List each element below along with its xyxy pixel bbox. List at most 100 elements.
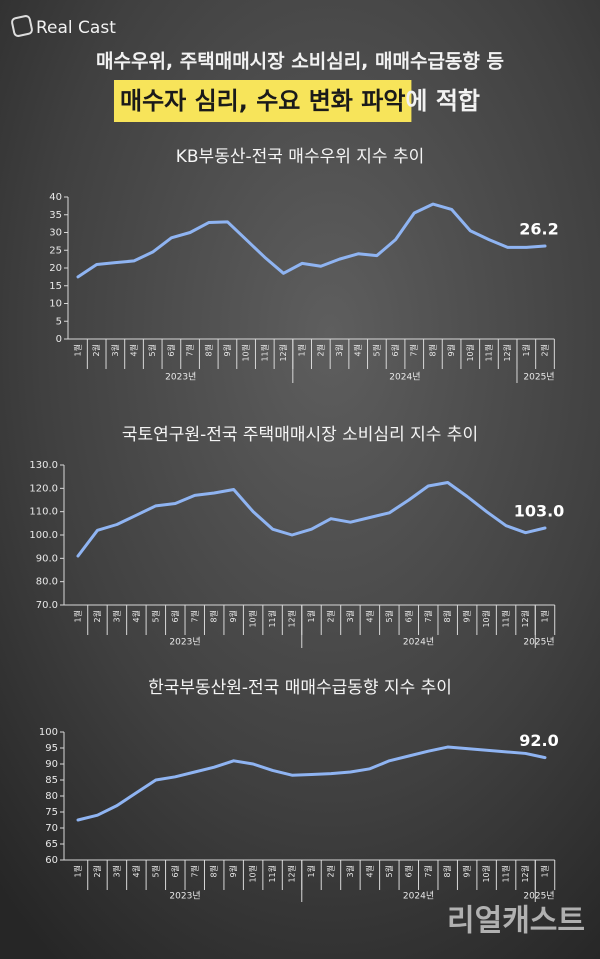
y-tick-label: 5 <box>56 316 62 327</box>
y-tick-label: 90.0 <box>36 553 58 564</box>
chart: 국토연구원-전국 주택매매시장 소비심리 지수 추이 70.0 80.0 90.0 10… <box>29 425 564 648</box>
x-tick-label: 9월 <box>462 610 472 622</box>
x-tick-label: 2월 <box>325 610 335 622</box>
x-tick-label: 2월 <box>91 344 101 356</box>
highlight-text: 매수자 심리, 수요 변화 파악 <box>120 87 405 115</box>
x-tick-label: 2월 <box>315 344 325 356</box>
logo-text: Real Cast <box>36 18 116 38</box>
y-tick-label: 20 <box>49 263 62 274</box>
x-tick-label: 4월 <box>353 344 363 356</box>
year-label: 2023년 <box>165 372 196 383</box>
year-label: 2025년 <box>523 891 554 902</box>
y-tick-label: 80 <box>45 791 58 802</box>
watermark: 리얼캐스트 <box>447 904 585 939</box>
x-tick-label: 6월 <box>170 865 180 877</box>
y-tick-label: 0 <box>56 334 62 345</box>
year-label: 2024년 <box>403 891 434 902</box>
x-tick-label: 4월 <box>364 865 374 877</box>
logo-icon <box>11 15 33 37</box>
x-tick-label: 8월 <box>442 610 452 622</box>
x-tick-label: 11월 <box>483 344 493 362</box>
y-tick-label: 110.0 <box>29 507 58 518</box>
x-tick-label: 9월 <box>446 344 456 356</box>
y-tick-label: 35 <box>49 210 62 221</box>
chart-title: 한국부동산원-전국 매매수급동향 지수 추이 <box>148 678 452 698</box>
y-tick-label: 95 <box>45 743 58 754</box>
y-tick-label: 30 <box>49 228 62 239</box>
x-tick-label: 12월 <box>520 610 530 628</box>
x-tick-label: 5월 <box>371 344 381 356</box>
highlight-title: 매수자 심리, 수요 변화 파악에 적합 <box>120 87 480 115</box>
x-tick-label: 10월 <box>241 344 251 362</box>
chart: KB부동산-전국 매수우위 지수 추이 0 5 10 15 20 25 30 35 40 1월 2월 3… <box>49 147 559 383</box>
x-tick-label: 7월 <box>423 610 433 622</box>
x-tick-label: 8월 <box>209 865 219 877</box>
x-tick-label: 10월 <box>248 610 258 628</box>
x-tick-label: 5월 <box>384 610 394 622</box>
year-label: 2023년 <box>169 891 200 902</box>
highlight-box <box>113 80 412 122</box>
x-tick-label: 3월 <box>345 865 355 877</box>
data-label: 92.0 <box>519 731 558 750</box>
x-tick-label: 6월 <box>390 344 400 356</box>
x-tick-label: 3월 <box>111 610 121 622</box>
x-tick-label: 1월 <box>73 344 83 356</box>
year-label: 2025년 <box>523 372 554 383</box>
x-tick-label: 12월 <box>287 865 297 883</box>
y-tick-label: 70.0 <box>36 600 58 611</box>
data-label: 103.0 <box>514 502 565 521</box>
y-tick-label: 25 <box>49 245 62 256</box>
x-tick-label: 3월 <box>110 344 120 356</box>
x-tick-label: 6월 <box>403 865 413 877</box>
y-tick-label: 15 <box>49 281 62 292</box>
y-tick-label: 10 <box>49 299 62 310</box>
x-tick-label: 7월 <box>189 610 199 622</box>
y-tick-label: 65 <box>45 839 58 850</box>
x-tick-label: 11월 <box>267 610 277 628</box>
x-tick-label: 8월 <box>203 344 213 356</box>
y-tick-label: 40 <box>49 192 62 203</box>
x-tick-label: 9월 <box>462 865 472 877</box>
y-tick-label: 130.0 <box>29 460 58 471</box>
data-line <box>76 481 547 558</box>
chart-title: 국토연구원-전국 주택매매시장 소비심리 지수 추이 <box>122 425 478 445</box>
y-tick-label: 85 <box>45 775 58 786</box>
x-tick-label: 6월 <box>170 610 180 622</box>
year-label: 2023년 <box>169 637 200 648</box>
x-tick-label: 8월 <box>209 610 219 622</box>
y-tick-label: 70 <box>45 823 58 834</box>
x-tick-label: 5월 <box>147 344 157 356</box>
x-tick-label: 11월 <box>259 344 269 362</box>
x-tick-label: 11월 <box>501 610 511 628</box>
x-tick-label: 9월 <box>228 865 238 877</box>
x-tick-label: 11월 <box>501 865 511 883</box>
x-tick-label: 1월 <box>306 865 316 877</box>
x-tick-label: 1월 <box>540 610 550 622</box>
x-tick-label: 2월 <box>540 344 550 356</box>
x-tick-label: 4월 <box>131 865 141 877</box>
x-tick-label: 1월 <box>306 610 316 622</box>
x-tick-label: 10월 <box>465 344 475 362</box>
x-tick-label: 1월 <box>297 344 307 356</box>
logo: Real Cast <box>11 15 116 38</box>
x-tick-label: 10월 <box>481 865 491 883</box>
year-label: 2024년 <box>403 637 434 648</box>
y-tick-label: 75 <box>45 807 58 818</box>
x-tick-label: 11월 <box>267 865 277 883</box>
x-tick-label: 9월 <box>228 610 238 622</box>
x-tick-label: 3월 <box>345 610 355 622</box>
data-line <box>76 202 547 279</box>
y-tick-label: 120.0 <box>29 483 58 494</box>
y-tick-label: 100.0 <box>29 530 58 541</box>
y-tick-label: 60 <box>45 855 58 866</box>
x-tick-label: 5월 <box>384 865 394 877</box>
x-tick-label: 1월 <box>521 344 531 356</box>
x-tick-label: 7월 <box>423 865 433 877</box>
x-tick-label: 4월 <box>131 610 141 622</box>
highlight-tail: 에 적합 <box>405 87 480 115</box>
x-tick-label: 12월 <box>287 610 297 628</box>
x-tick-label: 2월 <box>325 865 335 877</box>
x-tick-label: 4월 <box>129 344 139 356</box>
x-tick-label: 7월 <box>189 865 199 877</box>
